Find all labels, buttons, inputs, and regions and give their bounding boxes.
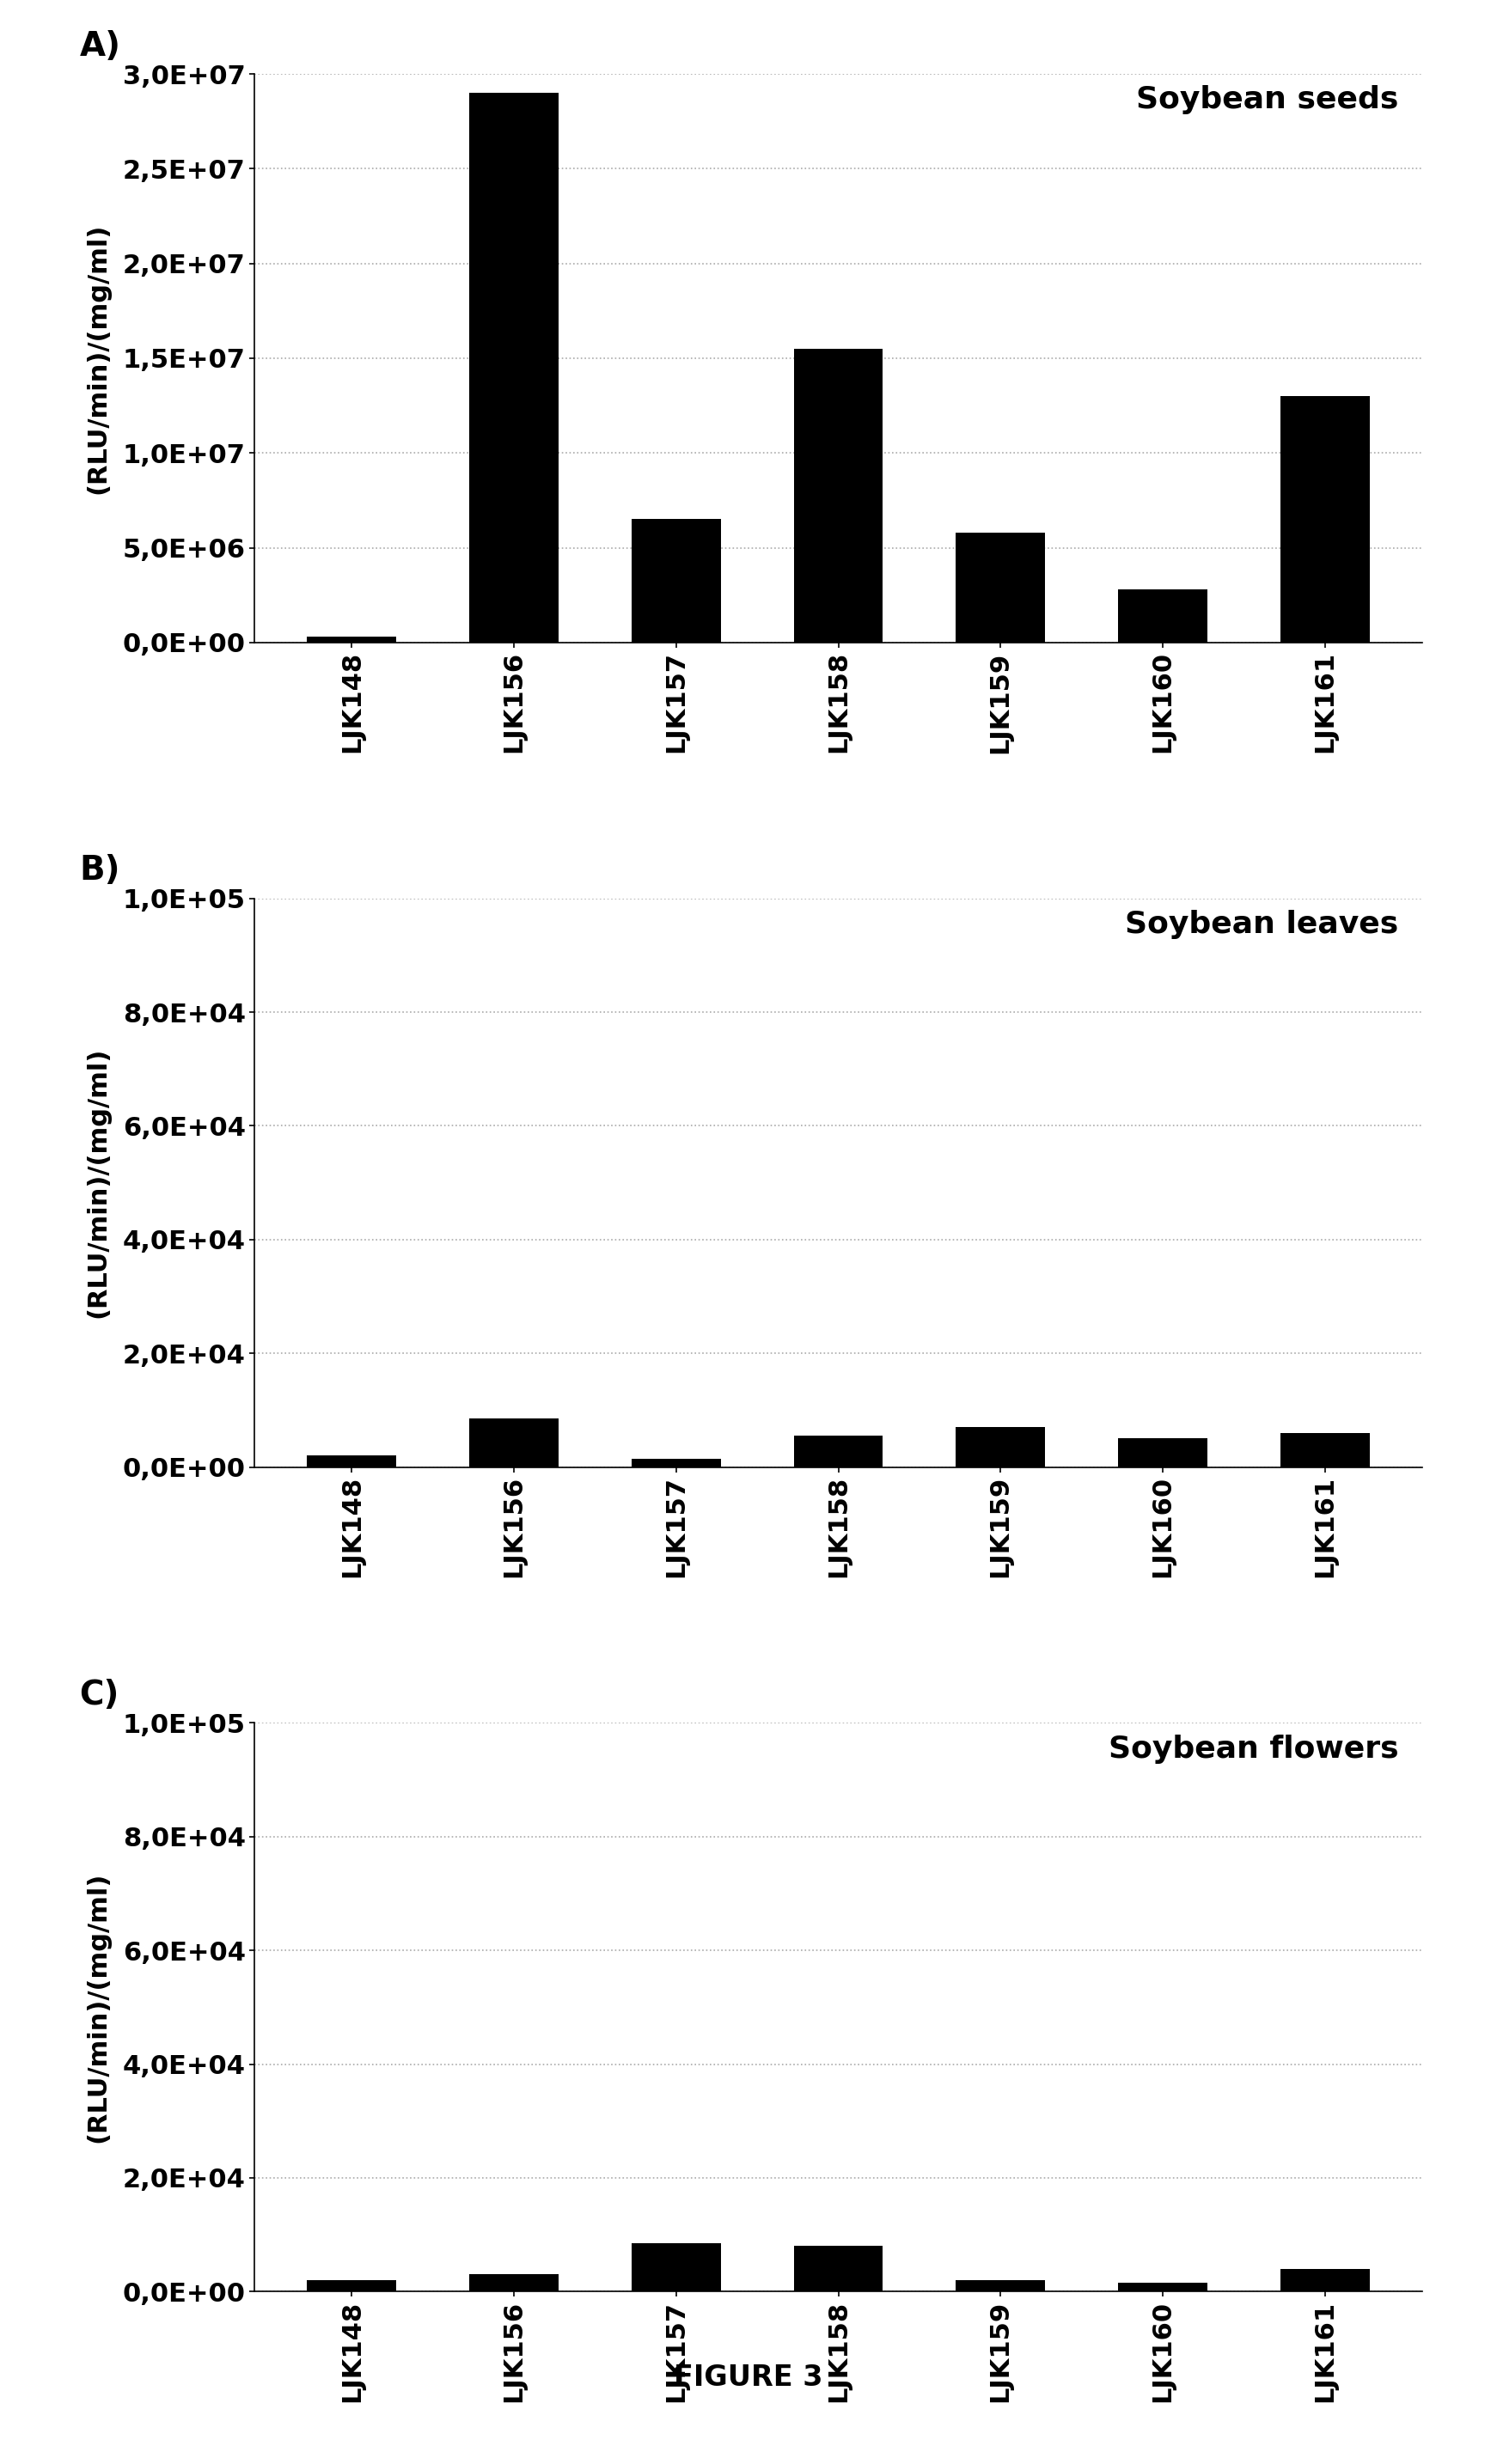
Bar [793,350,883,643]
Bar [307,636,397,643]
Y-axis label: (RLU/min)/(mg/ml): (RLU/min)/(mg/ml) [85,1047,111,1318]
Y-axis label: (RLU/min)/(mg/ml): (RLU/min)/(mg/ml) [85,1873,111,2144]
Bar [793,1437,883,1466]
Bar [957,2279,1045,2292]
Bar [470,94,558,643]
Text: Soybean leaves: Soybean leaves [1126,909,1398,939]
Text: Soybean flowers: Soybean flowers [1109,1735,1398,1764]
Bar [957,532,1045,643]
Bar [793,2247,883,2292]
Y-axis label: (RLU/min)/(mg/ml): (RLU/min)/(mg/ml) [85,222,111,493]
Bar [957,1427,1045,1466]
Text: B): B) [79,855,120,887]
Bar [470,2274,558,2292]
Bar [632,520,720,643]
Bar [632,2242,720,2292]
Bar [632,1459,720,1466]
Bar [1118,1439,1207,1466]
Bar [307,2279,397,2292]
Bar [1118,2284,1207,2292]
Bar [1280,1434,1370,1466]
Bar [1280,2269,1370,2292]
Text: FIGURE 3: FIGURE 3 [674,2363,823,2393]
Bar [1118,589,1207,643]
Text: A): A) [79,30,121,62]
Bar [307,1456,397,1466]
Text: Soybean seeds: Soybean seeds [1136,86,1398,113]
Text: C): C) [79,1678,120,1712]
Bar [1280,397,1370,643]
Bar [470,1419,558,1466]
